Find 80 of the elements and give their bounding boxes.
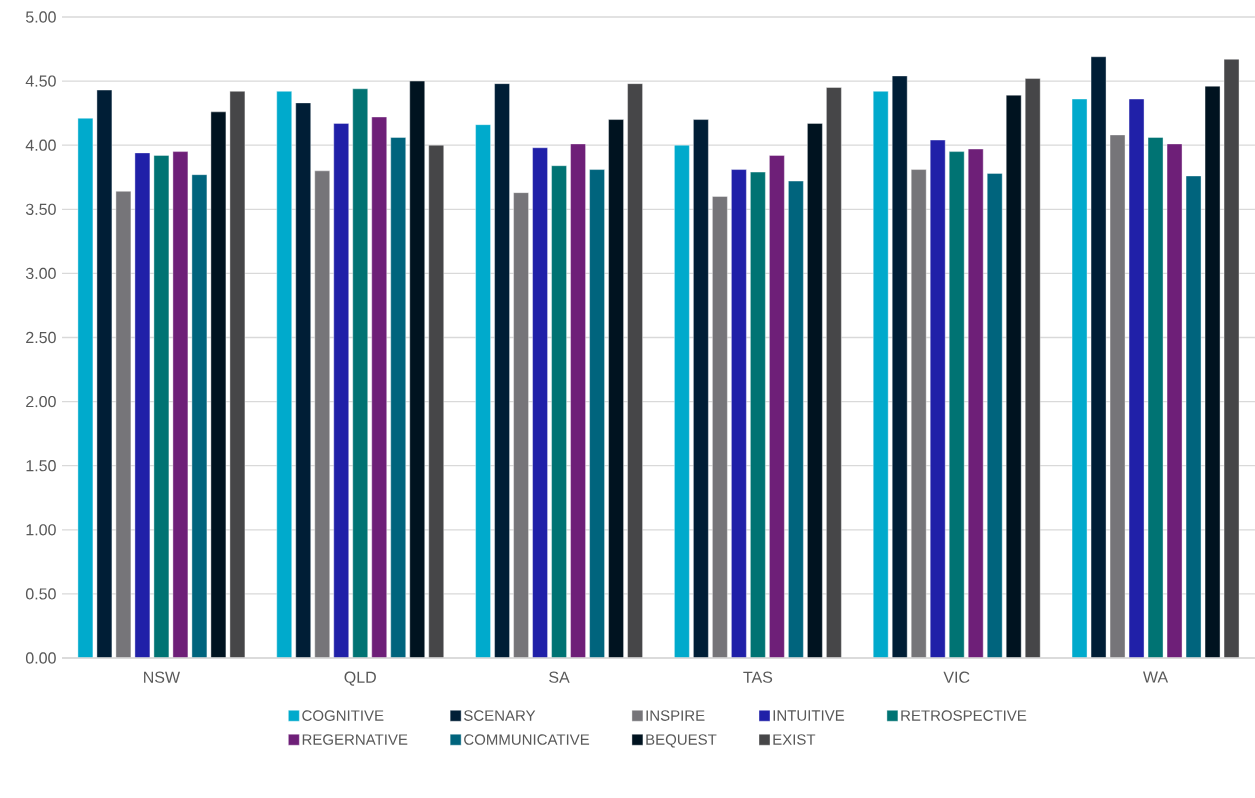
legend-label: REGERNATIVE (302, 734, 408, 745)
bar (589, 169, 605, 659)
legend-label: INSPIRE (646, 710, 705, 721)
bar (371, 116, 387, 659)
y-tick-label: 3.00 (25, 267, 56, 280)
bar (1128, 98, 1145, 659)
bar (1071, 98, 1088, 659)
y-tick-label: 0.00 (25, 652, 56, 664)
bar (807, 123, 823, 659)
x-tick-label: VIC (943, 671, 970, 683)
y-tick-label: 4.00 (25, 139, 56, 151)
legend-label: COGNITIVE (302, 710, 384, 721)
y-tick-label: 4.50 (25, 75, 56, 87)
y-tick-label: 2.00 (26, 395, 56, 408)
bar (551, 165, 567, 659)
x-tick-label: WA (1143, 671, 1169, 683)
bar (276, 91, 292, 659)
bar (987, 173, 1003, 659)
legend-label: BEQUEST (646, 734, 717, 748)
bar (153, 155, 170, 659)
bar (352, 88, 368, 659)
bar (1166, 143, 1183, 659)
x-tick-label: NSW (144, 671, 181, 683)
y-tick-label: 0.50 (25, 588, 56, 600)
legend-label: RETROSPECTIVE (901, 710, 1027, 721)
bar (608, 119, 624, 659)
bar (892, 75, 908, 659)
bar (1185, 175, 1202, 659)
bar (314, 170, 330, 659)
bar (115, 191, 132, 659)
bar (826, 87, 842, 659)
x-tick-label: TAS (743, 671, 773, 683)
x-tick-label: SA (549, 671, 570, 683)
bar (77, 118, 94, 659)
bar (627, 83, 643, 659)
bar (1223, 59, 1240, 659)
bar (1090, 56, 1107, 659)
y-tick-label: 1.50 (26, 460, 56, 472)
bar (731, 169, 747, 659)
bar (295, 102, 311, 659)
bar (968, 148, 984, 659)
bar (570, 143, 586, 659)
bar (1204, 86, 1221, 659)
bar (1006, 95, 1022, 659)
bar (788, 180, 804, 659)
y-tick-label: 3.50 (25, 203, 56, 215)
bar (513, 192, 529, 659)
bar (494, 83, 510, 659)
bar (1109, 134, 1126, 659)
bar (333, 123, 349, 659)
bar (172, 151, 189, 659)
bar (229, 91, 246, 659)
bar (96, 89, 113, 659)
legend-label: INTUITIVE (773, 710, 845, 721)
bar (712, 196, 728, 659)
bar (674, 144, 690, 659)
bar (873, 91, 889, 659)
legend-label: COMMUNICATIVE (464, 734, 590, 745)
bar (949, 151, 965, 659)
bar (210, 111, 227, 659)
y-tick-label: 5.00 (25, 11, 56, 23)
bar (750, 171, 766, 659)
bar (693, 119, 709, 659)
legend-label: SCENARY (464, 710, 536, 721)
bar (134, 152, 151, 659)
bar (769, 155, 785, 659)
bar (191, 174, 208, 659)
x-tick-label: QLD (344, 671, 376, 686)
bar (475, 124, 491, 659)
bar (532, 147, 548, 659)
bar (409, 80, 425, 659)
y-tick-label: 1.00 (26, 524, 56, 536)
y-tick-label: 2.50 (26, 331, 56, 344)
bar (1025, 78, 1041, 659)
bar (428, 144, 444, 659)
bar (930, 139, 946, 659)
legend-label: EXIST (773, 734, 816, 745)
bar (1147, 137, 1164, 659)
bar (390, 137, 406, 659)
bar (911, 169, 927, 659)
